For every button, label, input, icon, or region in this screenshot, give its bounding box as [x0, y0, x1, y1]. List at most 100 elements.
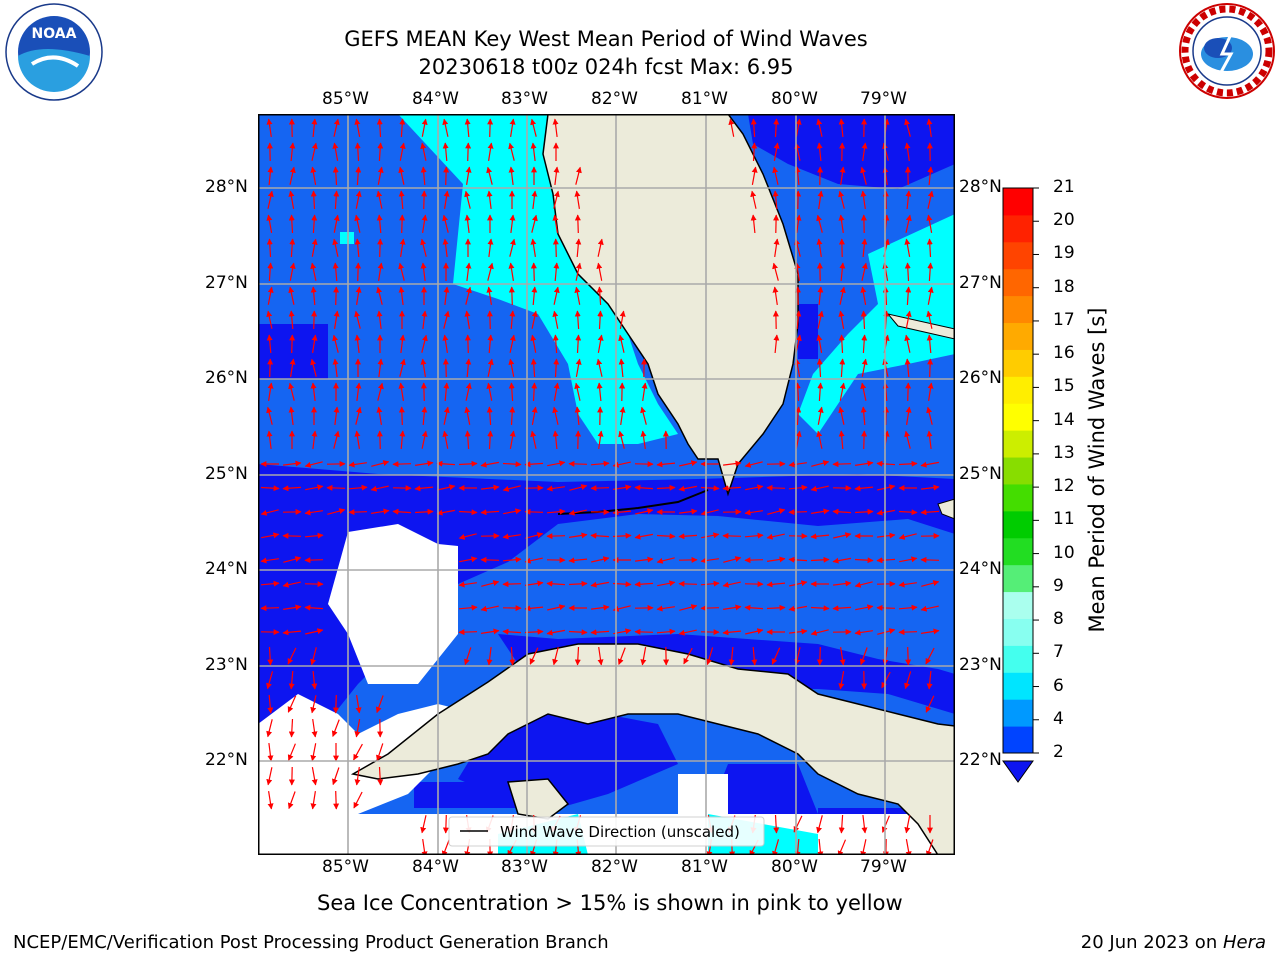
wave-direction-arrow [530, 358, 537, 378]
wave-direction-arrow [487, 358, 494, 377]
wave-direction-arrow [481, 628, 500, 635]
wave-direction-arrow [267, 382, 274, 401]
wave-direction-arrow [926, 334, 933, 354]
wave-direction-arrow [590, 485, 610, 492]
wave-direction-arrow [524, 508, 544, 515]
wave-direction-arrow [332, 358, 339, 377]
wave-direction-arrow [331, 719, 340, 737]
wave-direction-arrow [794, 358, 801, 378]
colorbar-segment [1003, 645, 1033, 673]
colorbar-segment [1003, 214, 1033, 243]
wave-direction-arrow [464, 118, 471, 138]
wave-direction-arrow [920, 509, 940, 516]
wave-direction-arrow [288, 214, 295, 234]
wave-direction-arrow [898, 509, 918, 516]
wave-direction-arrow [509, 310, 516, 330]
wave-direction-arrow [465, 166, 472, 185]
wave-direction-arrow [744, 509, 763, 516]
wave-direction-arrow [443, 406, 450, 425]
wave-direction-arrow [310, 647, 317, 666]
wave-direction-arrow [590, 460, 610, 467]
wave-direction-arrow [414, 508, 434, 515]
wave-direction-arrow [333, 286, 340, 306]
wave-direction-arrow [552, 430, 559, 450]
wave-direction-arrow [722, 629, 742, 636]
wave-direction-arrow [904, 358, 911, 378]
wave-direction-arrow [553, 286, 560, 305]
wave-direction-arrow [591, 556, 610, 563]
wave-direction-arrow [876, 557, 896, 564]
colorbar-tick-label: 9 [1053, 575, 1064, 596]
wave-direction-arrow [700, 557, 719, 564]
wave-direction-arrow [927, 382, 934, 401]
colorbar-segment [1003, 591, 1033, 619]
wave-direction-arrow [399, 430, 406, 450]
wave-direction-arrow [904, 671, 912, 690]
wave-direction-arrow [810, 556, 830, 563]
wave-direction-arrow [398, 382, 405, 401]
wave-direction-arrow [574, 310, 581, 330]
wave-direction-arrow [640, 406, 647, 425]
wave-direction-arrow [310, 166, 317, 186]
wave-direction-arrow [860, 190, 867, 209]
wave-direction-arrow [904, 118, 911, 137]
wave-direction-arrow [288, 382, 295, 401]
wave-direction-arrow [486, 647, 493, 666]
wave-direction-arrow [817, 382, 824, 402]
wave-direction-arrow [420, 142, 427, 161]
lon-label-bottom: 84°W [412, 857, 459, 877]
wave-direction-arrow [899, 556, 918, 563]
wave-direction-arrow [794, 166, 801, 186]
colorbar-tick-label: 4 [1053, 708, 1064, 729]
wave-direction-arrow [260, 580, 280, 587]
wave-direction-arrow [509, 430, 516, 450]
wave-direction-arrow [795, 310, 802, 330]
wave-direction-arrow [377, 238, 384, 258]
wave-direction-arrow [465, 358, 472, 378]
wave-direction-arrow [354, 142, 361, 162]
wave-direction-arrow [283, 460, 302, 467]
wave-direction-arrow [287, 647, 297, 665]
deep-wave-ne [748, 114, 955, 189]
wave-direction-arrow [459, 556, 478, 563]
wave-direction-arrow [348, 484, 368, 491]
wave-direction-arrow [926, 406, 933, 425]
wave-direction-arrow [288, 286, 295, 305]
wave-direction-arrow [744, 532, 764, 539]
wave-direction-arrow [509, 214, 516, 233]
wave-direction-arrow [575, 166, 582, 185]
wave-direction-arrow [371, 460, 390, 467]
wave-direction-arrow [701, 532, 720, 539]
wave-direction-arrow [304, 509, 323, 516]
colorbar-segment [1003, 672, 1033, 700]
wave-direction-arrow [706, 647, 714, 666]
wave-direction-arrow [333, 790, 340, 810]
wave-direction-arrow [619, 406, 626, 425]
wave-direction-arrow [591, 604, 610, 611]
wave-direction-arrow [854, 508, 874, 515]
wave-direction-arrow [531, 214, 538, 233]
wave-direction-arrow [926, 310, 933, 329]
wave-direction-arrow [310, 262, 317, 281]
wave-direction-arrow [881, 671, 891, 689]
colorbar-segment [1003, 241, 1033, 270]
colorbar-tick-label: 16 [1053, 343, 1075, 364]
wave-direction-arrow [442, 430, 449, 449]
wave-direction-arrow [839, 382, 846, 401]
wave-direction-arrow [443, 382, 450, 402]
wave-direction-arrow [487, 262, 494, 281]
wave-direction-arrow [524, 628, 544, 635]
wave-direction-arrow [266, 310, 273, 329]
wave-direction-arrow [634, 628, 654, 635]
wave-direction-arrow [311, 670, 318, 690]
wave-direction-arrow [480, 556, 500, 563]
wave-direction-arrow [772, 262, 779, 281]
wave-direction-arrow [767, 556, 786, 563]
wave-direction-arrow [597, 647, 604, 666]
wave-direction-arrow [772, 190, 779, 210]
wave-direction-arrow [816, 334, 823, 354]
wave-direction-arrow [771, 647, 781, 665]
wave-direction-arrow [876, 604, 896, 611]
colorbar-tick-label: 12 [1053, 476, 1075, 497]
wave-direction-arrow [310, 743, 317, 762]
